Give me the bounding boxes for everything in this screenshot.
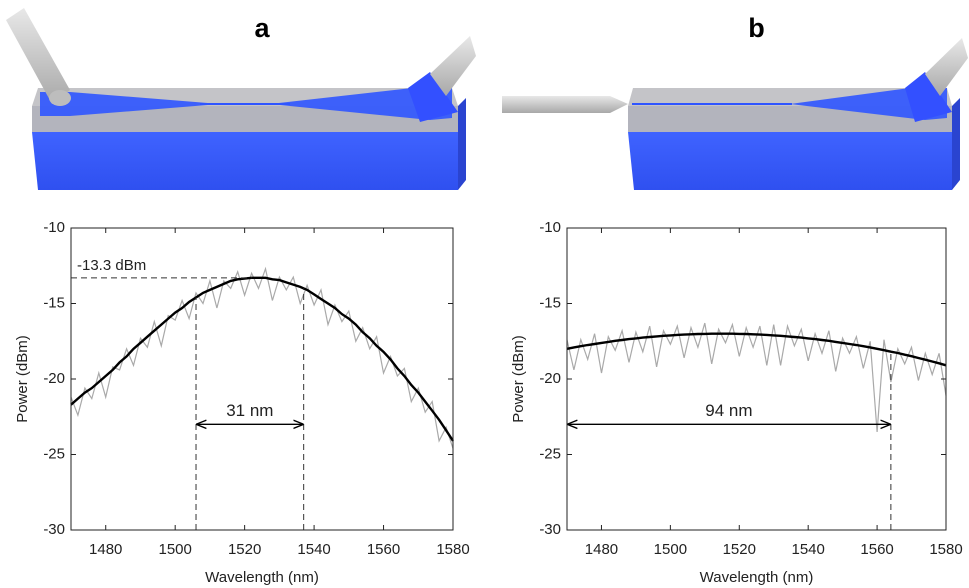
x-tick-label: 1520	[723, 541, 756, 558]
x-tick-label: 1580	[929, 541, 962, 558]
x-tick-label: 1540	[791, 541, 824, 558]
axes-box	[566, 227, 947, 531]
y-tick-label: -25	[539, 445, 561, 462]
x-tick-label: 1480	[585, 541, 618, 558]
panel-label: b	[748, 13, 765, 43]
x-tick-label: 1560	[860, 541, 893, 558]
bandwidth-label: 31 nm	[226, 401, 273, 420]
series-line	[566, 332, 947, 367]
device-illustration-a	[6, 8, 476, 190]
x-axis-label: Wavelength (nm)	[700, 569, 814, 586]
x-tick-label: 1560	[367, 541, 400, 558]
x-tick-label: 1500	[654, 541, 687, 558]
y-tick-label: -20	[539, 370, 561, 387]
y-tick-label: -15	[539, 294, 561, 311]
y-tick-label: -30	[539, 521, 561, 538]
panel-label: a	[254, 13, 270, 43]
series-line	[566, 322, 947, 432]
plots: a -13.3 dBm 31 nm 1480 1500 1520 1540 1560 1580 -…	[14, 13, 963, 586]
peak-label: -13.3 dBm	[77, 257, 146, 274]
y-tick-label: -20	[43, 370, 65, 387]
x-tick-label: 1580	[436, 541, 469, 558]
y-tick-label: -30	[43, 521, 65, 538]
y-axis-label: Power (dBm)	[510, 335, 527, 423]
series-line	[70, 266, 454, 449]
device-illustration-b	[502, 38, 968, 190]
bandwidth-label: 94 nm	[705, 401, 752, 420]
x-tick-label: 1540	[297, 541, 330, 558]
y-axis-label: Power (dBm)	[14, 335, 31, 423]
y-tick-label: -10	[539, 219, 561, 236]
x-tick-label: 1500	[158, 541, 191, 558]
x-tick-label: 1480	[89, 541, 122, 558]
series-line	[70, 276, 455, 442]
y-tick-label: -15	[43, 294, 65, 311]
x-tick-label: 1520	[228, 541, 261, 558]
y-tick-label: -25	[43, 445, 65, 462]
y-tick-label: -10	[43, 219, 65, 236]
x-axis-label: Wavelength (nm)	[205, 569, 319, 586]
